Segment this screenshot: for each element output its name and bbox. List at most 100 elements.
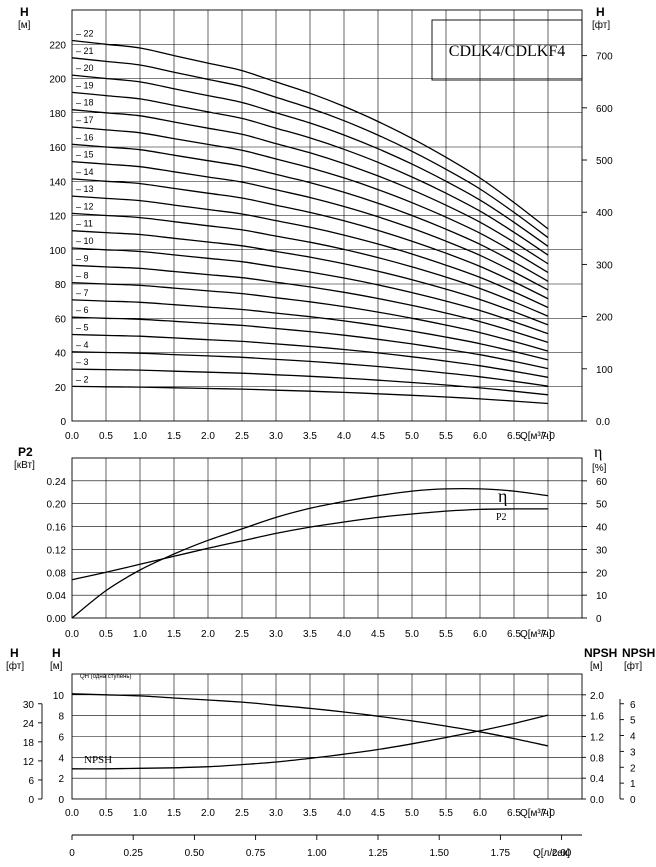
h-panel-x-tick: 5.5 — [439, 431, 453, 442]
eta-axis-tick: 10 — [596, 591, 608, 602]
h-axis-label-left: H — [20, 5, 29, 19]
npsh-panel-x-tick: 3.0 — [269, 808, 283, 819]
stage-label-3: – 3 — [76, 357, 89, 367]
h-axis-tick-left: 140 — [49, 177, 66, 188]
p2-panel-x-tick: 2.0 — [201, 629, 215, 640]
h-axis-tick-left: 0 — [60, 417, 66, 428]
stage-curve-20 — [71, 74, 549, 247]
h-ft-axis-tick: 18 — [23, 738, 35, 749]
stage-curve-16 — [71, 143, 549, 282]
x2-axis-tick: 2.00 — [552, 848, 572, 859]
x2-axis-tick: 0.50 — [185, 848, 205, 859]
h-ft-axis-label-3: H — [10, 646, 19, 660]
npsh-ft-axis-label: NPSH — [622, 646, 655, 660]
npsh-panel-x-tick: 1.5 — [167, 808, 181, 819]
stage-curve-22 — [71, 39, 549, 230]
stage-curve-14 — [71, 178, 549, 300]
h-m-axis-tick-3: 6 — [58, 733, 64, 744]
stage-curve-6 — [71, 316, 549, 370]
p2-curve-label: P2 — [496, 512, 507, 523]
stage-curve-17 — [71, 126, 549, 274]
stage-curve-4 — [71, 351, 549, 387]
h-m-axis-tick-3: 2 — [58, 774, 64, 785]
npsh-ft-axis-tick: 6 — [630, 700, 636, 711]
qh-single-stage-curve — [71, 693, 549, 747]
p2-axis-tick: 0.12 — [47, 545, 67, 556]
eta-axis-tick: 60 — [596, 477, 608, 488]
p2-panel-x-tick: 6.0 — [473, 629, 487, 640]
h-panel-x-tick: 5.0 — [405, 431, 419, 442]
p2-panel-x-tick: 2.5 — [235, 629, 249, 640]
npsh-panel-x-tick: 5.5 — [439, 808, 453, 819]
h-m-axis-unit-3: [м] — [50, 661, 63, 672]
stage-curve-2 — [71, 385, 549, 405]
npsh-ft-axis-unit: [фт] — [624, 660, 642, 672]
stage-label-22: – 22 — [76, 28, 94, 38]
stage-label-6: – 6 — [76, 305, 89, 315]
stage-curve-5 — [71, 333, 549, 378]
stage-label-16: – 16 — [76, 132, 94, 142]
npsh-ft-axis-tick: 0 — [630, 795, 636, 806]
x2-axis-tick: 1.75 — [491, 848, 511, 859]
stage-curve-13 — [71, 195, 549, 309]
h-axis-tick-left: 160 — [49, 143, 66, 154]
eta-axis-tick: 40 — [596, 523, 608, 534]
h-m-axis-tick-3: 0 — [58, 795, 64, 806]
h-axis-tick-left: 20 — [55, 383, 67, 394]
stage-label-17: – 17 — [76, 115, 94, 125]
h-axis-tick-right: 400 — [596, 208, 613, 219]
npsh-panel-x-tick: 5.0 — [405, 808, 419, 819]
p2-panel-x-tick: 5.5 — [439, 629, 453, 640]
npsh-panel-x-tick: 2.5 — [235, 808, 249, 819]
x2-axis-label-3: Q[л/сек] — [533, 848, 570, 859]
stage-curve-21 — [71, 57, 549, 239]
p2-axis-unit: [кВт] — [14, 460, 35, 471]
stage-curve-7 — [71, 299, 549, 361]
stage-label-14: – 14 — [76, 167, 94, 177]
p2-panel-x-tick: 4.5 — [371, 629, 385, 640]
h-m-axis-tick-3: 8 — [58, 712, 64, 723]
stage-label-19: – 19 — [76, 80, 94, 90]
stage-curve-15 — [71, 160, 549, 291]
eta-axis-label: η — [594, 444, 602, 461]
h-axis-tick-right: 100 — [596, 365, 613, 376]
h-axis-tick-left: 120 — [49, 212, 66, 223]
npsh-panel-x-tick: 4.0 — [337, 808, 351, 819]
p2-axis-tick: 0.00 — [47, 614, 67, 625]
p2-axis-tick: 0.24 — [47, 477, 67, 488]
stage-label-5: – 5 — [76, 323, 89, 333]
p2-axis-tick: 0.20 — [47, 500, 67, 511]
x2-axis-tick: 1.50 — [429, 848, 449, 859]
stage-label-13: – 13 — [76, 184, 94, 194]
h-panel-x-tick: 6.0 — [473, 431, 487, 442]
h-panel-x-tick: 4.0 — [337, 431, 351, 442]
p2-panel-x-tick: 0.0 — [65, 629, 79, 640]
x-axis-label-3: Q[м³/ч] — [520, 808, 552, 819]
stage-curve-12 — [71, 212, 549, 317]
h-axis-tick-left: 100 — [49, 246, 66, 257]
npsh-panel-x-tick: 3.5 — [303, 808, 317, 819]
h-panel-x-tick: 0.0 — [65, 431, 79, 442]
h-ft-axis-tick: 30 — [23, 700, 35, 711]
p2-panel-x-tick: 6.5 — [507, 629, 521, 640]
h-panel-x-tick: 1.0 — [133, 431, 147, 442]
stage-label-2: – 2 — [76, 374, 89, 384]
stage-curve-18 — [71, 109, 549, 265]
npsh-panel-x-tick: 1.0 — [133, 808, 147, 819]
x2-axis-tick: 0.75 — [246, 848, 266, 859]
stage-curve-10 — [71, 247, 549, 335]
h-axis-tick-left: 80 — [55, 280, 67, 291]
p2-panel-frame — [71, 457, 583, 619]
h-axis-tick-right: 500 — [596, 156, 613, 167]
eta-axis-tick: 50 — [596, 500, 608, 511]
npsh-m-axis-tick: 0.0 — [590, 795, 604, 806]
eta-axis-tick: 20 — [596, 568, 608, 579]
npsh-panel-x-tick: 6.0 — [473, 808, 487, 819]
h-panel-x-tick: 3.5 — [303, 431, 317, 442]
h-axis-tick-left: 40 — [55, 349, 67, 360]
h-panel-x-tick: 2.5 — [235, 431, 249, 442]
h-axis-tick-left: 60 — [55, 314, 67, 325]
h-axis-tick-right: 0.0 — [596, 417, 610, 428]
npsh-m-axis-tick: 1.2 — [590, 733, 604, 744]
